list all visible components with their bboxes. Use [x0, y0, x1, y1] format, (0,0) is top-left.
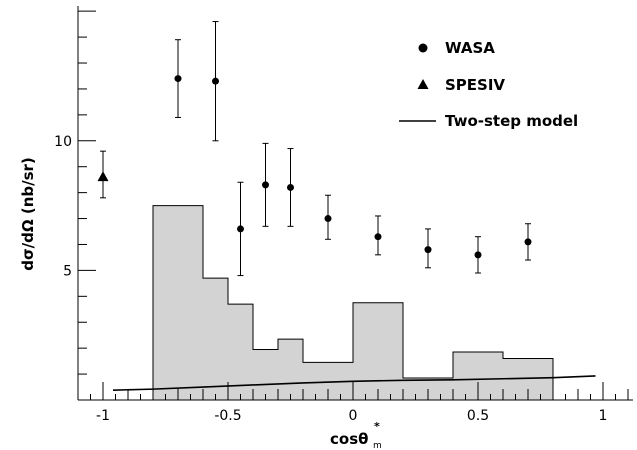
x-tick-label-3: 0.5 [467, 408, 489, 424]
y-axis-title: dσ/dΩ (nb/sr) [19, 157, 37, 271]
wasa-point-3 [262, 181, 269, 188]
wasa-point-0 [175, 75, 182, 82]
wasa-point-8 [475, 251, 482, 258]
y-tick-label-1: 10 [54, 134, 72, 150]
histogram-layer [153, 206, 553, 400]
wasa-point-4 [287, 184, 294, 191]
x-tick-label-1: -0.5 [214, 408, 241, 424]
y-tick-label-0: 5 [63, 263, 72, 279]
legend-label-wasa: WASA [445, 39, 495, 57]
x-axis-title: cosθ [330, 430, 368, 448]
wasa-point-7 [425, 246, 432, 253]
wasa-point-9 [525, 238, 532, 245]
legend-circle-marker [419, 44, 428, 53]
x-axis-title-subscript: m [373, 441, 382, 450]
x-axis-title-superscript: * [374, 420, 380, 433]
legend-label-spesiv: SPESIV [445, 76, 505, 94]
x-tick-label-2: 0 [349, 408, 358, 424]
spesiv-point-0 [98, 171, 109, 181]
legend-triangle-marker [418, 79, 429, 89]
legend-label-model: Two-step model [445, 112, 578, 130]
wasa-point-1 [212, 78, 219, 85]
x-tick-label-4: 1 [599, 408, 608, 424]
legend: WASA SPESIV Two-step model [399, 39, 578, 130]
wasa-point-6 [375, 233, 382, 240]
wasa-point-5 [325, 215, 332, 222]
histogram-bars [153, 206, 553, 400]
x-tick-label-0: -1 [96, 408, 110, 424]
wasa-point-2 [237, 225, 244, 232]
